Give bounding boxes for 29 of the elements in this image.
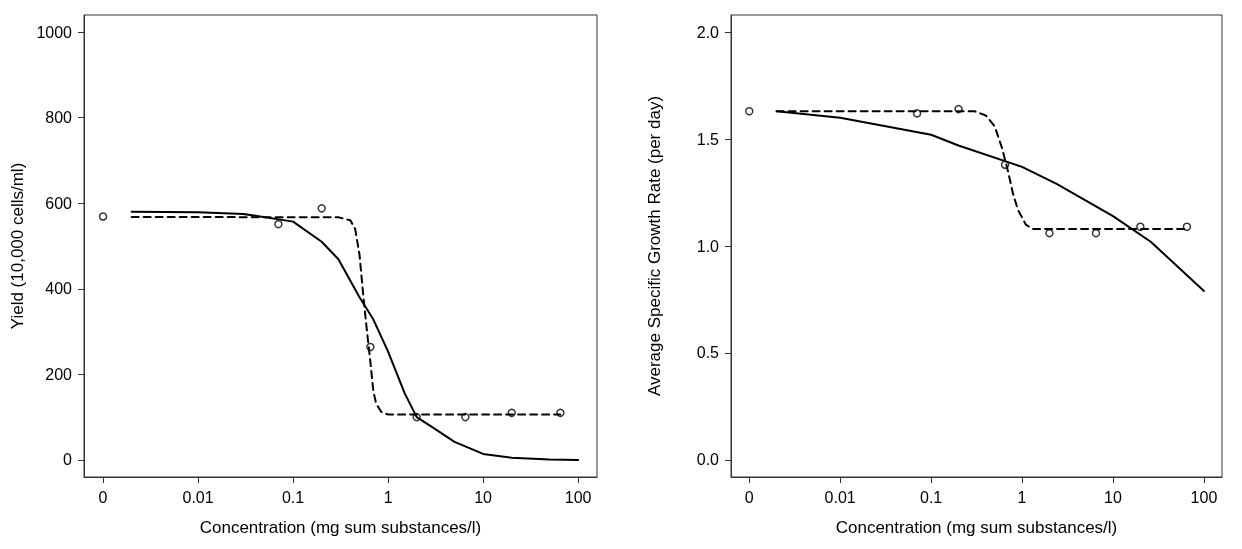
point [317,204,326,213]
y-tick-label: 1000 [36,23,73,41]
y-axis-title: Average Specific Growth Rate (per day) [645,95,664,397]
y-axis-title: Yield (10,000 cells/ml) [7,162,27,330]
y-tick-label: 2.0 [696,23,720,41]
y-tick-label: 400 [45,280,73,298]
y-tick-label: 800 [45,109,73,127]
x-tick-label: 100 [1190,488,1218,506]
y-tick-label: 200 [45,365,73,383]
y-tick-label: 600 [45,194,73,212]
x-tick-label: 100 [564,488,592,506]
x-tick-label: 0 [744,488,754,506]
point [1182,222,1192,231]
x-tick-label: 0.01 [182,488,214,506]
y-tick-label: 1.0 [696,237,720,255]
x-axis-title: Concentration (mg sum substances/l) [199,518,482,537]
y-tick-label: 0 [63,451,73,469]
x-tick-label: 0 [98,488,108,506]
y-tick-label: 0.0 [696,451,720,469]
x-tick-label: 10 [474,488,493,506]
y-tick-label: 0.5 [696,344,720,362]
x-tick-label: 0.1 [281,488,305,506]
x-tick-label: 1 [383,488,393,506]
x-tick-label: 0.01 [824,488,856,506]
x-tick-label: 1 [1017,488,1027,506]
x-tick-label: 10 [1104,488,1122,506]
x-tick-label: 0.1 [920,488,943,506]
y-tick-label: 1.5 [696,130,720,148]
x-axis-title: Concentration (mg sum substances/l) [835,518,1118,537]
